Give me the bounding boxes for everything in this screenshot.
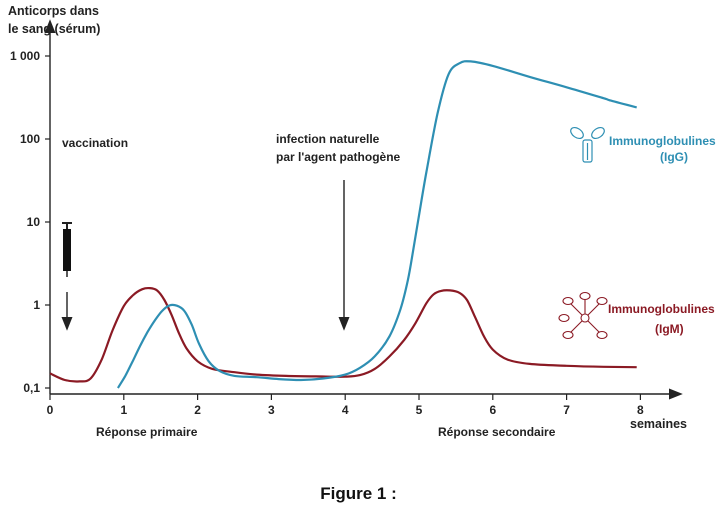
x-tick-label: 8 bbox=[637, 403, 644, 417]
igm-legend-line1: Immunoglobulines bbox=[608, 302, 715, 316]
syringe-icon bbox=[62, 222, 72, 277]
y-tick-label: 0,1 bbox=[23, 381, 40, 395]
igg-antibody-icon bbox=[570, 126, 605, 163]
x-tick-label: 1 bbox=[120, 403, 127, 417]
x-tick-label: 2 bbox=[194, 403, 201, 417]
x-tick-label: 3 bbox=[268, 403, 275, 417]
x-tick-label: 4 bbox=[342, 403, 349, 417]
secondary-response-label: Réponse secondaire bbox=[438, 425, 556, 439]
primary-response-label: Réponse primaire bbox=[96, 425, 198, 439]
infection-label-line1: infection naturelle bbox=[276, 132, 380, 146]
igg-legend-line1: Immunoglobulines bbox=[609, 134, 716, 148]
infection-label-line2: par l'agent pathogène bbox=[276, 150, 401, 164]
x-tick-label: 0 bbox=[47, 403, 54, 417]
y-tick-label: 1 bbox=[33, 298, 40, 312]
x-tick-label: 7 bbox=[563, 403, 570, 417]
x-tick-label: 5 bbox=[416, 403, 423, 417]
y-tick-label: 100 bbox=[20, 132, 40, 146]
igm-curve bbox=[49, 286, 637, 383]
y-tick-label: 10 bbox=[27, 215, 41, 229]
igm-antibody-icon bbox=[558, 291, 608, 340]
x-axis-title: semaines bbox=[630, 417, 687, 431]
igm-legend-line2: (IgM) bbox=[655, 322, 684, 336]
y-axis-title-line2: le sang (sérum) bbox=[8, 22, 100, 36]
x-tick-label: 6 bbox=[489, 403, 496, 417]
vaccination-label: vaccination bbox=[62, 136, 128, 150]
igg-curve bbox=[116, 60, 637, 389]
y-tick-label: 1 000 bbox=[10, 49, 40, 63]
y-axis-title-line1: Anticorps dans bbox=[8, 4, 99, 18]
figure-caption: Figure 1 : bbox=[320, 484, 397, 503]
igg-legend-line2: (IgG) bbox=[660, 150, 688, 164]
